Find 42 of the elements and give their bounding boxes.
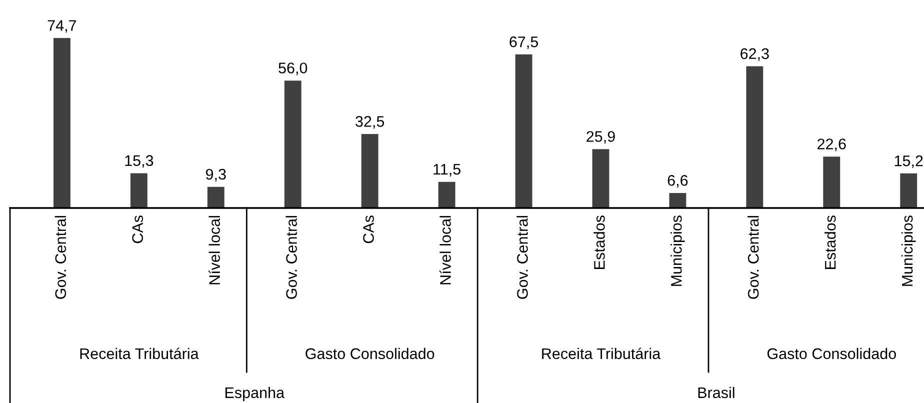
- x-tick-label: Estados: [594, 216, 605, 269]
- bar: [361, 134, 378, 208]
- data-label: 11,5: [434, 164, 460, 176]
- data-label: 15,3: [125, 155, 154, 168]
- text: Receita Tributária: [542, 348, 661, 360]
- x-tick-label: Municipios: [670, 216, 685, 286]
- text: Espanha: [225, 386, 285, 402]
- bar: [669, 192, 686, 208]
- x-tick-label: Gov. Central: [286, 216, 297, 299]
- text: Receita Tributária: [80, 348, 199, 360]
- data-label: 32,5: [356, 116, 384, 129]
- x-tick-label: Gov. Central: [54, 216, 66, 299]
- text: Brasil: [698, 386, 734, 398]
- bar: [53, 38, 70, 208]
- x-tick-label: Nível local: [208, 216, 220, 284]
- data-label: 15,2: [894, 155, 923, 168]
- x-tick-label: CAs: [132, 216, 144, 244]
- bar: [746, 66, 764, 208]
- bar: [130, 173, 148, 208]
- data-label: 67,5: [510, 36, 538, 50]
- x-tick-label: Nível local: [439, 216, 451, 284]
- bar: [515, 54, 532, 208]
- bar: [592, 149, 610, 208]
- text: Gasto Consolidado: [767, 348, 896, 360]
- x-tick-label: CAs: [363, 216, 374, 244]
- data-label: 6,6: [668, 174, 688, 188]
- x-tick-label: Gov. Central: [748, 216, 759, 299]
- x-tick-label: Estados: [824, 216, 836, 269]
- bar: [438, 182, 456, 208]
- bar: [207, 186, 224, 208]
- data-label: 74,7: [48, 20, 76, 33]
- text: Gasto Consolidado: [306, 348, 434, 360]
- data-label: 22,6: [818, 138, 846, 152]
- data-label: 62,3: [740, 48, 769, 61]
- bar: [284, 80, 302, 208]
- data-label: 9,3: [206, 168, 226, 182]
- data-label: 25,9: [586, 131, 615, 144]
- bar: [823, 156, 840, 208]
- bar: [900, 173, 918, 208]
- x-tick-label: Municipios: [901, 216, 916, 286]
- data-label: 56,0: [278, 62, 308, 76]
- x-tick-label: Gov. Central: [516, 216, 528, 299]
